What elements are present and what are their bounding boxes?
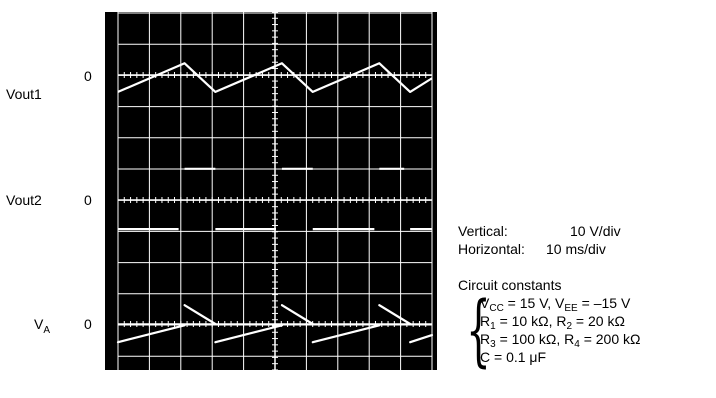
constants-line-1: VCC = 15 V, VEE = –15 V: [480, 294, 631, 314]
vout2-zero-label: 0: [84, 192, 92, 208]
vertical-setting-value: 10 V/div: [570, 223, 621, 239]
trace-va: [214, 324, 284, 344]
vout1-label: Vout1: [6, 86, 42, 102]
trace-va: [311, 324, 381, 344]
vcc-value: = 15 V, V: [503, 295, 565, 311]
vcc-symbol: V: [480, 295, 490, 311]
horizontal-setting-value: 10 ms/div: [546, 241, 606, 257]
vee-subscript: EE: [564, 303, 578, 314]
vout2-label: Vout2: [6, 192, 42, 208]
vout1-zero-label: 0: [84, 68, 92, 84]
r4-value: = 200 kΩ: [579, 331, 641, 347]
trace-vout1: [117, 62, 433, 94]
constants-line-3: R3 = 100 kΩ, R4 = 200 kΩ: [480, 330, 641, 350]
r1-symbol: R: [480, 313, 491, 329]
r2-value: = 20 kΩ: [572, 313, 625, 329]
r1-subscript: 1: [490, 321, 496, 332]
r1-value: = 10 kΩ, R: [495, 313, 567, 329]
vcc-subscript: CC: [489, 303, 504, 314]
scope-background: [105, 12, 437, 370]
trace-va: [183, 304, 217, 326]
r3-value: = 100 kΩ, R: [495, 331, 575, 347]
va-label-main: V: [34, 316, 44, 332]
horizontal-setting: Horizontal: 10 ms/div: [458, 240, 606, 258]
vee-value: = –15 V: [577, 295, 631, 311]
va-zero-label: 0: [84, 316, 92, 332]
trace-va: [116, 324, 186, 344]
va-label: VA: [34, 316, 50, 339]
vertical-setting-label: Vertical:: [458, 223, 508, 239]
r3-symbol: R: [480, 331, 491, 347]
r4-subscript: 4: [574, 339, 580, 350]
vertical-setting: Vertical: 10 V/div: [458, 222, 621, 240]
constants-title: Circuit constants: [458, 277, 562, 293]
r2-subscript: 2: [566, 321, 573, 332]
capacitor-value: C = 0.1 μF: [480, 349, 547, 365]
va-label-sub: A: [43, 324, 51, 336]
constants-brace: {: [466, 286, 491, 376]
constants-line-4: C = 0.1 μF: [480, 348, 546, 366]
constants-line-2: R1 = 10 kΩ, R2 = 20 kΩ: [480, 312, 625, 332]
horizontal-setting-label: Horizontal:: [458, 241, 525, 257]
r3-subscript: 3: [490, 339, 496, 350]
trace-va: [409, 333, 434, 344]
trace-va: [280, 304, 314, 326]
trace-va: [378, 304, 412, 326]
